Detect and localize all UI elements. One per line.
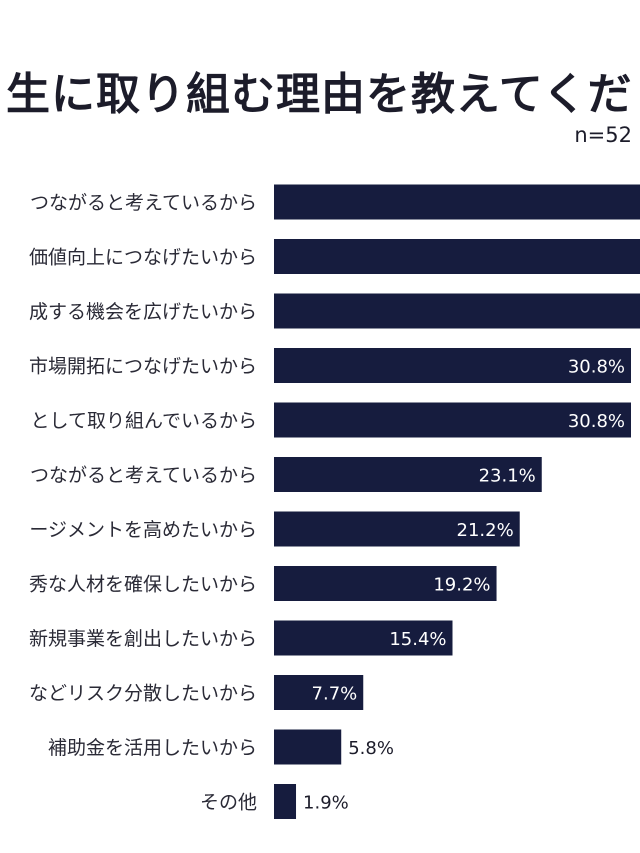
value-label-8: 15.4%	[389, 629, 446, 650]
category-label-2: 成する機会を広げたいから	[29, 301, 257, 323]
category-label-1: 価値向上につなげたいから	[29, 247, 257, 269]
category-label-10: 補助金を活用したいから	[48, 737, 257, 759]
bar-4	[274, 402, 631, 438]
value-label-5: 23.1%	[479, 466, 536, 487]
category-label-6: ージメントを高めたいから	[29, 519, 257, 541]
bar-6	[274, 511, 520, 547]
category-label-0: つながると考えているから	[30, 192, 257, 214]
category-label-8: 新規事業を創出したいから	[29, 628, 257, 650]
category-label-11: その他	[200, 792, 257, 814]
value-label-4: 30.8%	[568, 411, 625, 432]
category-label-3: 市場開拓につなげたいから	[29, 356, 257, 378]
sample-size-label: n=52	[574, 123, 632, 147]
bar-3	[274, 348, 631, 383]
value-label-11: 1.9%	[303, 793, 349, 814]
bar-10	[274, 729, 342, 765]
value-label-7: 19.2%	[433, 575, 490, 596]
category-label-5: つながると考えているから	[30, 465, 257, 487]
category-label-9: などリスク分散したいから	[29, 683, 257, 705]
value-label-6: 21.2%	[457, 520, 514, 541]
value-label-10: 5.8%	[348, 738, 394, 759]
bar-2	[274, 293, 640, 329]
bar-5	[274, 457, 542, 492]
bar-8	[274, 620, 453, 656]
bar-9	[274, 675, 364, 710]
bar-0	[274, 184, 640, 220]
bar-11	[274, 784, 297, 819]
bar-7	[274, 566, 497, 601]
category-label-7: 秀な人材を確保したいから	[29, 574, 257, 596]
category-label-4: として取り組んでいるから	[31, 410, 257, 432]
bar-1	[274, 239, 640, 274]
chart-title: 生に取り組む理由を教えてくだ	[6, 69, 633, 120]
value-label-9: 7.7%	[312, 684, 358, 705]
value-label-3: 30.8%	[568, 357, 625, 378]
